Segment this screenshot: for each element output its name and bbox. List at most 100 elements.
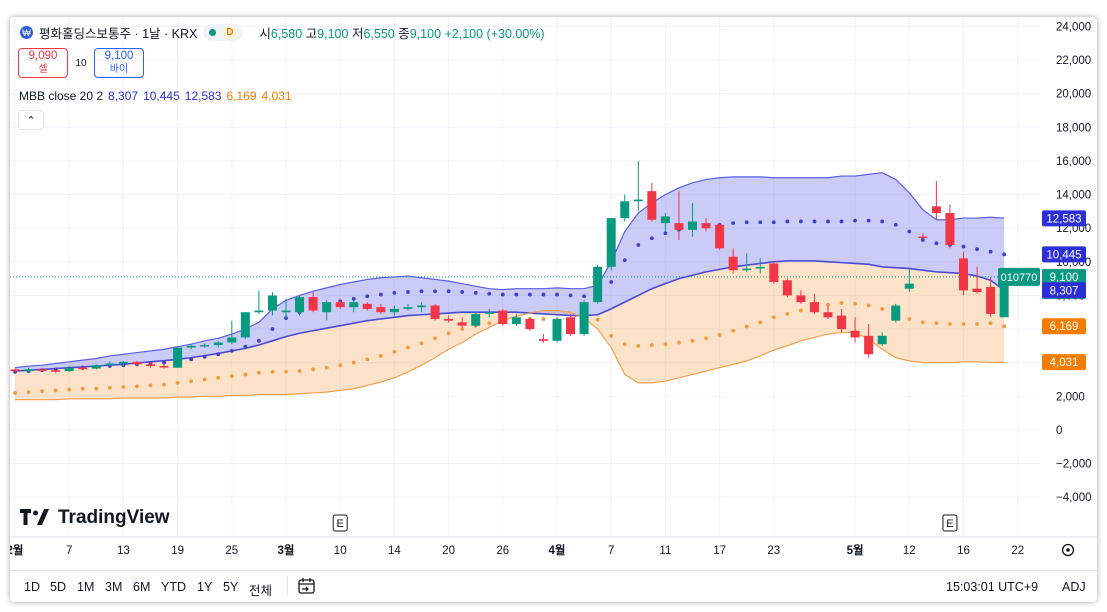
price-tag <box>1042 354 1086 371</box>
upper-dot <box>758 220 763 225</box>
lower-dot <box>378 354 383 358</box>
candle-body <box>769 263 779 282</box>
candle-body <box>159 366 169 368</box>
symbol-title[interactable]: 평화홀딩스보통주 · 1날 · KRX <box>39 27 198 41</box>
lower-dot <box>257 370 261 375</box>
candle-body <box>471 313 481 326</box>
bottom-toolbar: 1D 5D 1M 3M 6M YTD 1Y 5Y 전체 15:03:01 UTC… <box>10 570 1097 602</box>
x-tick-label: 7 <box>608 545 614 557</box>
candle-body <box>782 280 792 296</box>
lower-dot <box>541 317 546 321</box>
indicator-legend[interactable]: MBB close 20 2 8,307 10,445 12,583 6,169… <box>19 89 292 103</box>
upper-dot <box>229 349 234 353</box>
candle-body <box>891 305 901 321</box>
lower-dot <box>907 317 912 321</box>
symbol-bubble-label: 010770 <box>1001 272 1038 284</box>
candle-body <box>931 206 941 214</box>
upper-dot <box>541 292 546 297</box>
adj-toggle[interactable]: ADJ <box>1062 580 1086 594</box>
delayed-badge: D <box>222 25 238 40</box>
candle-body <box>146 364 155 367</box>
upper-dot <box>202 354 207 359</box>
lower-band-fill <box>15 260 1005 400</box>
lower-dot <box>744 324 749 329</box>
candle-body <box>24 369 34 372</box>
lower-dot <box>80 386 85 391</box>
range-1m[interactable]: 1M <box>77 580 95 594</box>
candlestick-chart[interactable]: 24,00022,00020,00018,00016,00014,00012,0… <box>10 17 1097 602</box>
collapse-chevron-up-icon[interactable]: ⌃ <box>18 110 44 130</box>
x-tick-label: 20 <box>442 545 455 557</box>
y-tick-label: 2,000 <box>1056 391 1085 403</box>
candle-body <box>728 256 738 271</box>
range-5d[interactable]: 5D <box>50 580 66 594</box>
price-tag <box>1042 210 1086 227</box>
lower-dot <box>460 327 465 331</box>
candle-body <box>796 295 806 303</box>
candle-body <box>227 337 237 343</box>
candle-body <box>484 312 494 314</box>
sell-button[interactable]: 9,090 셀 <box>18 48 68 78</box>
price-tag <box>1042 318 1086 335</box>
price-change: +2,100 (+30.00%) <box>444 27 545 41</box>
goto-date-icon[interactable] <box>297 577 317 598</box>
lower-dot <box>406 345 410 350</box>
lower-dot <box>826 302 830 307</box>
x-tick-label: 13 <box>117 545 130 557</box>
range-5y[interactable]: 5Y <box>223 580 239 594</box>
lower-dot <box>731 328 736 333</box>
upper-dot <box>771 220 776 225</box>
market-open-icon <box>209 29 217 36</box>
tradingview-logo[interactable]: TradingView <box>20 507 170 529</box>
buy-button[interactable]: 9,100 바이 <box>94 48 144 78</box>
range-1y[interactable]: 1Y <box>197 580 213 594</box>
price-tag <box>1042 246 1086 263</box>
earnings-marker-label: E <box>337 518 344 530</box>
upper-dot <box>216 352 221 357</box>
quantity[interactable]: 10 <box>75 57 87 69</box>
lower-band-line <box>15 309 1005 401</box>
upper-dot <box>934 241 939 246</box>
upper-dot <box>392 291 397 295</box>
y-tick-label: 0 <box>1056 425 1062 437</box>
lower-dot <box>365 357 370 362</box>
upper-dot <box>920 238 925 242</box>
range-1d[interactable]: 1D <box>24 580 40 594</box>
candle-body <box>552 318 562 341</box>
lower-dot <box>866 303 871 308</box>
lower-dot <box>284 370 288 374</box>
earnings-marker-label: E <box>946 518 953 530</box>
upper-dot <box>731 221 736 226</box>
earnings-marker <box>942 514 958 532</box>
upper-dot <box>649 236 654 241</box>
candle-body <box>579 302 589 335</box>
range-6m[interactable]: 6M <box>133 580 151 594</box>
upper-dot <box>351 296 356 301</box>
candle-body <box>647 191 657 220</box>
market-status[interactable]: D <box>203 24 244 41</box>
clock-time[interactable]: 15:03:01 UTC+9 <box>946 580 1039 594</box>
candle-body <box>417 305 426 308</box>
x-tick-label: 7 <box>66 545 72 557</box>
candle-body <box>403 307 413 309</box>
x-tick-label: 22 <box>1011 545 1024 557</box>
candle-body <box>511 317 521 325</box>
lower-dot <box>704 336 708 341</box>
y-tick-label: 22,000 <box>1056 55 1091 67</box>
lower-dot <box>975 322 979 326</box>
currency-icon: ₩ <box>20 26 33 39</box>
range-ytd[interactable]: YTD <box>161 580 186 594</box>
x-tick-label: 26 <box>496 545 509 557</box>
upper-dot <box>975 247 979 252</box>
price-tag-label: 10,445 <box>1046 249 1081 261</box>
candle-body <box>498 310 508 325</box>
upper-dot <box>243 344 248 349</box>
range-all[interactable]: 전체 <box>249 584 273 598</box>
upper-dot <box>460 290 465 294</box>
upper-dot <box>907 229 912 234</box>
settings-gear-icon[interactable] <box>1061 543 1075 557</box>
upper-dot <box>446 289 451 294</box>
candle-body <box>322 302 332 313</box>
candle-body <box>809 302 819 313</box>
range-3m[interactable]: 3M <box>105 580 123 594</box>
